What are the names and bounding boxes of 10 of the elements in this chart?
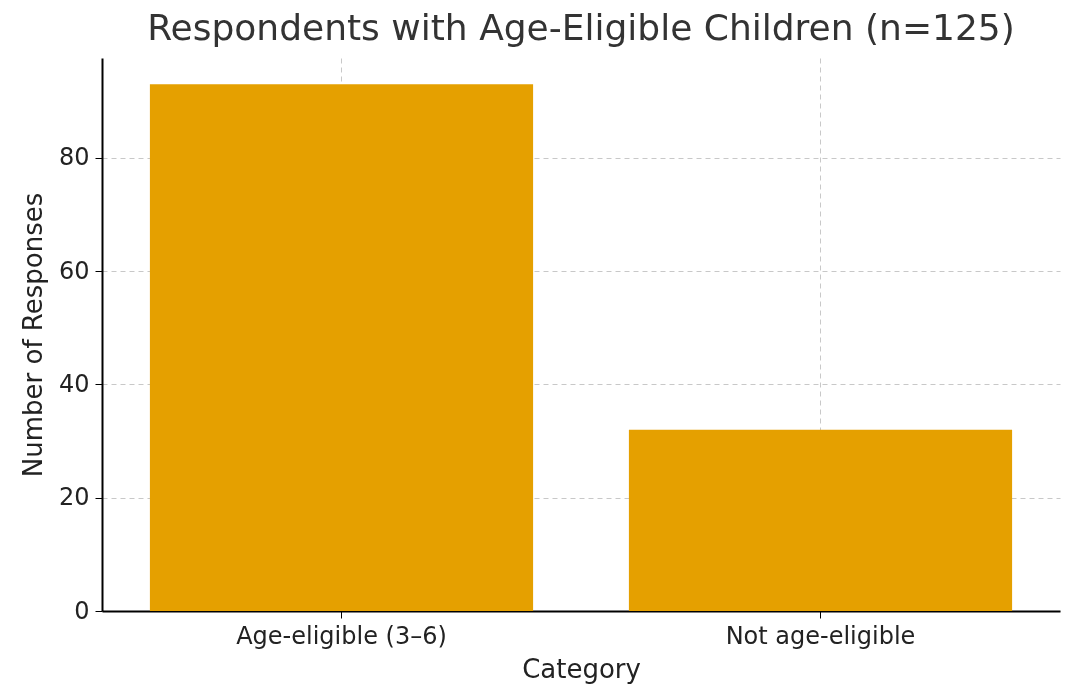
y-tick-label: 0 — [74, 596, 90, 625]
x-tick-label: Not age-eligible — [725, 621, 916, 650]
y-tick-label: 40 — [58, 369, 90, 398]
y-axis-title: Number of Responses — [17, 192, 48, 478]
chart-title: Respondents with Age-Eligible Children (n=125) — [147, 7, 1015, 48]
x-axis-title: Category — [522, 653, 641, 684]
y-tick-label: 80 — [58, 143, 90, 172]
x-tick-label: Age-eligible (3–6) — [236, 621, 447, 650]
y-tick-label: 20 — [58, 483, 90, 512]
y-tick-label: 60 — [58, 256, 90, 285]
